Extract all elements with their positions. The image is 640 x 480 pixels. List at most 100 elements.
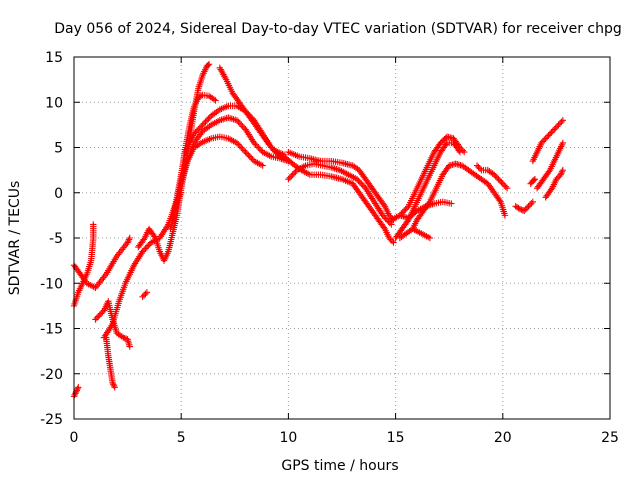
data-point xyxy=(558,118,565,126)
tick-labels: 0 5 10 15 20 25 15 10 5 0 -5 -10 -15 -20 -25 xyxy=(40,50,619,446)
x-tick-label: 25 xyxy=(601,430,619,446)
data-point xyxy=(75,384,82,391)
data-point xyxy=(526,201,534,209)
data-point xyxy=(496,197,503,204)
data-point xyxy=(521,207,528,215)
data-point xyxy=(250,139,258,147)
x-tick-label: 20 xyxy=(494,430,512,446)
data-point xyxy=(145,242,152,249)
data-point xyxy=(496,177,504,184)
data-point xyxy=(110,382,118,390)
series-track-w xyxy=(512,198,537,215)
data-point xyxy=(71,391,78,399)
data-point xyxy=(529,198,537,205)
data-point xyxy=(356,178,364,186)
data-point xyxy=(246,153,254,160)
data-point xyxy=(140,236,147,243)
data-point xyxy=(385,212,393,219)
y-tick-label: 5 xyxy=(54,141,63,157)
x-tick-label: 5 xyxy=(177,430,186,446)
data-point xyxy=(92,316,99,323)
data-point xyxy=(380,224,388,231)
data-point xyxy=(546,130,554,138)
series-track-b xyxy=(70,384,82,400)
data-point xyxy=(204,61,212,69)
data-point xyxy=(549,127,557,135)
data-point xyxy=(143,289,151,296)
data-point xyxy=(151,233,158,240)
data-point xyxy=(555,121,562,129)
data-point xyxy=(385,234,393,242)
data-point xyxy=(387,236,394,243)
data-point xyxy=(290,169,298,177)
series-track-t xyxy=(396,198,455,222)
data-point xyxy=(390,239,397,246)
data-point xyxy=(238,144,245,151)
y-tick-label: -10 xyxy=(40,276,63,292)
data-point xyxy=(125,236,133,243)
data-point xyxy=(380,201,388,209)
data-point xyxy=(353,175,361,183)
data-point xyxy=(139,248,146,255)
data-point xyxy=(557,171,564,178)
data-point xyxy=(530,176,538,184)
data-point xyxy=(73,387,81,394)
data-point xyxy=(355,177,362,184)
data-point xyxy=(554,174,562,181)
data-point xyxy=(556,120,564,127)
data-point xyxy=(382,215,389,222)
y-tick-label: -20 xyxy=(40,367,63,383)
data-point xyxy=(99,308,106,316)
chart-title: Day 056 of 2024, Sidereal Day-to-day VTE… xyxy=(54,21,622,37)
data-point xyxy=(199,121,206,129)
x-tick-label: 15 xyxy=(387,430,405,446)
data-point xyxy=(558,168,566,175)
data-point xyxy=(120,334,127,341)
series-track-aa xyxy=(527,175,539,187)
data-point xyxy=(288,172,295,180)
series-track-k xyxy=(178,114,292,187)
data-point xyxy=(499,180,506,187)
series-track-e xyxy=(102,334,118,391)
data-point xyxy=(235,118,242,126)
series-track-x xyxy=(529,117,567,165)
data-point xyxy=(90,221,97,228)
data-point xyxy=(74,385,81,393)
data-point xyxy=(360,183,368,190)
y-tick-label: 15 xyxy=(45,50,63,66)
data-point xyxy=(143,243,151,251)
data-point xyxy=(205,61,213,68)
data-point xyxy=(233,117,241,124)
data-point xyxy=(253,142,261,150)
data-point xyxy=(475,163,482,171)
data-point xyxy=(142,245,149,252)
data-point xyxy=(192,129,199,136)
data-point xyxy=(516,205,524,213)
data-point xyxy=(140,292,148,299)
data-point xyxy=(528,200,535,207)
data-point xyxy=(240,124,248,132)
data-point xyxy=(426,234,434,242)
data-point xyxy=(255,144,262,151)
x-tick-label: 10 xyxy=(279,430,297,446)
data-point xyxy=(196,124,203,132)
data-point xyxy=(515,204,522,212)
axis-ticks xyxy=(73,56,611,420)
y-tick-label: -25 xyxy=(40,412,63,428)
data-point xyxy=(455,147,463,154)
data-point xyxy=(525,203,532,210)
data-point xyxy=(198,123,205,130)
data-point xyxy=(206,114,213,121)
data-point xyxy=(243,150,251,157)
data-point xyxy=(539,138,547,145)
data-point xyxy=(126,343,133,350)
y-tick-label: 10 xyxy=(45,95,63,111)
data-point xyxy=(553,175,560,183)
data-point xyxy=(109,379,116,386)
data-point xyxy=(559,139,567,147)
data-point xyxy=(193,127,201,135)
y-axis-label: SDTVAR / TECUs xyxy=(7,181,23,296)
data-point xyxy=(203,117,211,124)
x-tick-label: 0 xyxy=(70,430,79,446)
data-point xyxy=(125,237,132,245)
